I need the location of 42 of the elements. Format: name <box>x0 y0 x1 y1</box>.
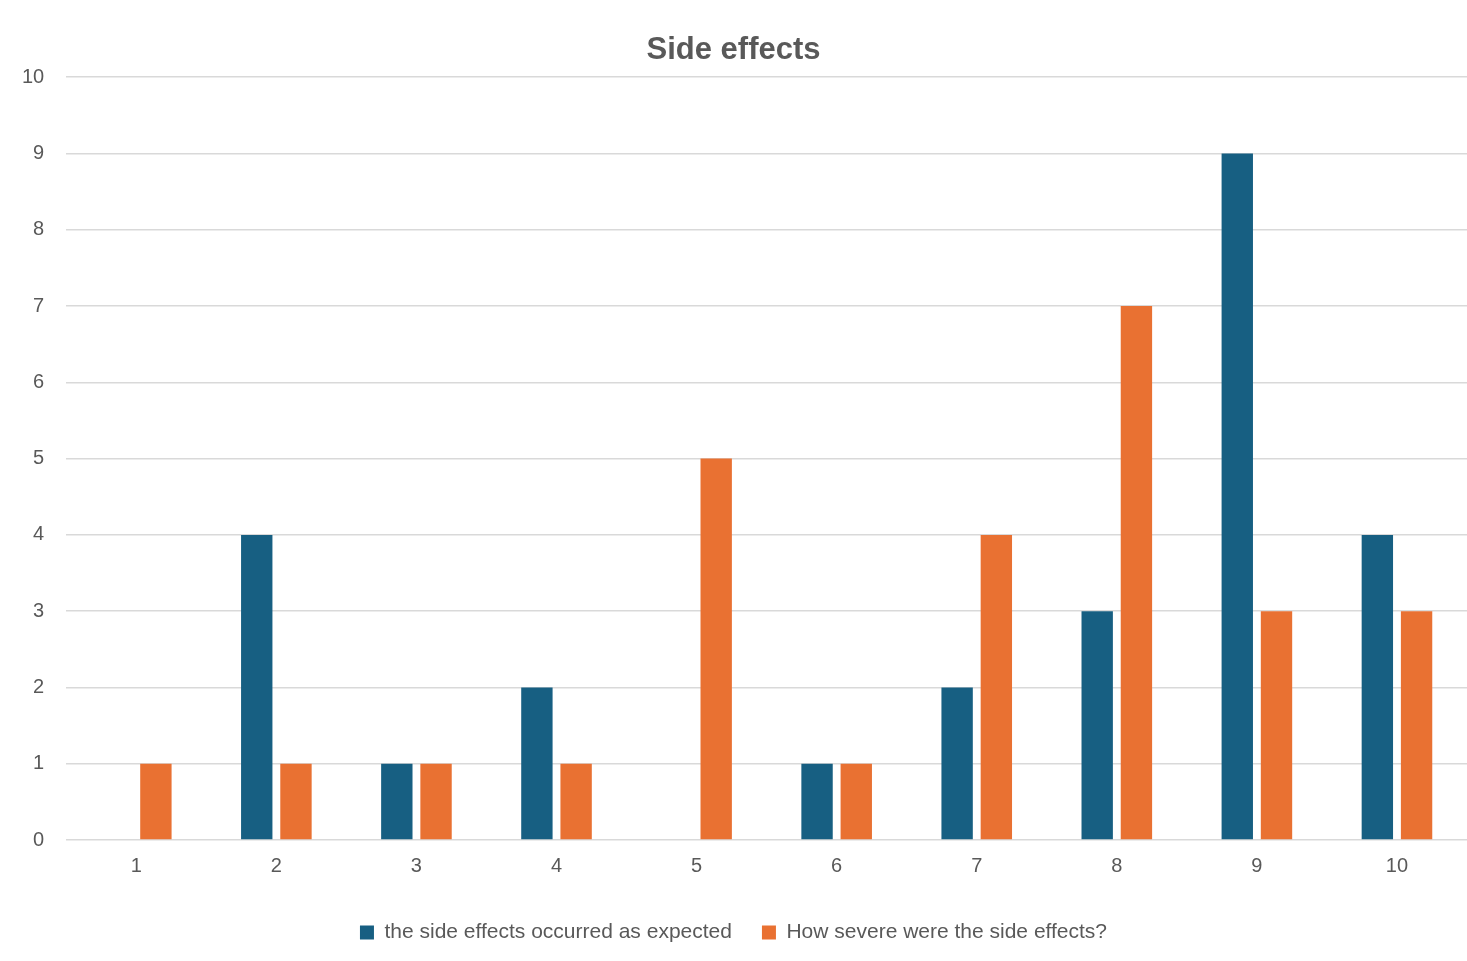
bar <box>1400 611 1433 840</box>
bar <box>381 763 413 840</box>
bar <box>1221 153 1253 840</box>
y-tick-label: 7 <box>33 293 45 316</box>
bar <box>560 763 592 840</box>
y-tick-label: 10 <box>22 64 45 87</box>
bar <box>521 687 553 840</box>
bar <box>241 534 273 840</box>
x-tick-label: 10 <box>1385 853 1409 876</box>
bar <box>140 763 172 840</box>
x-tick-label: 3 <box>410 853 422 876</box>
bar <box>420 763 452 840</box>
x-tick-label: 1 <box>130 853 142 876</box>
legend-label: How severe were the side effects? <box>786 919 1108 943</box>
bar <box>700 458 732 840</box>
x-tick-label: 5 <box>691 853 703 876</box>
y-tick-label: 6 <box>33 369 45 392</box>
x-tick-label: 9 <box>1251 853 1263 876</box>
bar <box>1081 611 1113 840</box>
bar <box>801 763 833 840</box>
x-tick-label: 4 <box>550 853 563 876</box>
y-tick-label: 0 <box>33 827 45 850</box>
x-tick-label: 8 <box>1111 853 1123 876</box>
x-tick-label: 7 <box>971 853 983 876</box>
y-tick-label: 2 <box>33 674 45 697</box>
y-tick-label: 1 <box>33 751 45 774</box>
x-tick-label: 2 <box>270 853 282 876</box>
y-tick-label: 8 <box>33 217 45 240</box>
legend-label: the side effects occurred as expected <box>384 919 732 943</box>
bar <box>1361 534 1394 840</box>
bar <box>1260 611 1293 840</box>
y-tick-label: 9 <box>33 141 45 163</box>
x-tick-label: 6 <box>831 853 843 876</box>
bar <box>840 763 872 840</box>
y-tick-label: 5 <box>33 446 45 469</box>
bar <box>280 763 312 840</box>
y-tick-label: 4 <box>33 522 45 545</box>
y-tick-label: 3 <box>33 598 45 621</box>
bar <box>1120 306 1153 840</box>
bar <box>980 534 1013 840</box>
bar <box>941 687 973 840</box>
chart-title: Side effects <box>646 31 821 67</box>
